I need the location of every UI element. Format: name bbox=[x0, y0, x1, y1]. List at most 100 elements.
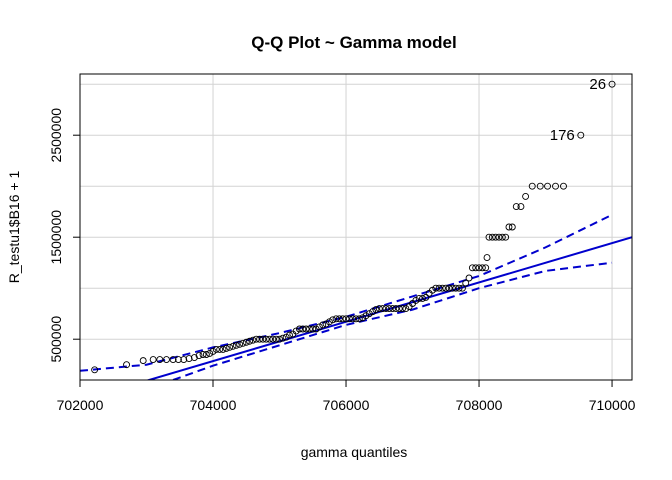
data-point bbox=[276, 335, 283, 343]
data-point bbox=[478, 264, 486, 272]
y-axis-label: R_testu1$B16 + 1 bbox=[6, 171, 22, 284]
data-point bbox=[232, 341, 240, 349]
data-point bbox=[442, 284, 450, 292]
grid-lines bbox=[79, 74, 632, 380]
data-point bbox=[185, 355, 193, 363]
data-point bbox=[236, 340, 244, 348]
data-point bbox=[455, 284, 463, 292]
data-point bbox=[190, 354, 198, 362]
data-point bbox=[432, 284, 440, 292]
data-point bbox=[345, 315, 353, 323]
data-point bbox=[372, 306, 380, 314]
data-point bbox=[282, 333, 290, 341]
envelope-upper-line bbox=[80, 213, 613, 372]
data-point bbox=[468, 264, 476, 272]
data-point bbox=[552, 182, 559, 190]
data-point bbox=[339, 315, 347, 323]
point-label: 176 bbox=[550, 127, 575, 144]
data-point bbox=[269, 335, 277, 343]
data-point bbox=[256, 335, 264, 343]
data-point bbox=[239, 339, 247, 347]
data-point bbox=[202, 351, 210, 358]
data-point bbox=[206, 350, 214, 357]
data-point bbox=[483, 254, 491, 262]
data-point bbox=[399, 305, 407, 313]
data-point bbox=[365, 310, 373, 318]
data-point bbox=[439, 284, 446, 292]
x-tick-label: 710000 bbox=[589, 397, 636, 413]
data-point bbox=[472, 264, 480, 272]
data-point bbox=[560, 182, 567, 190]
point-labels: 176 26 bbox=[550, 76, 606, 144]
data-point bbox=[375, 305, 383, 313]
data-point bbox=[385, 305, 393, 313]
data-point bbox=[169, 356, 177, 364]
data-point bbox=[219, 345, 227, 353]
data-point bbox=[422, 293, 430, 301]
data-point bbox=[379, 305, 387, 313]
data-point bbox=[325, 318, 333, 326]
data-point bbox=[488, 233, 496, 241]
data-point bbox=[435, 284, 443, 292]
data-point bbox=[180, 356, 188, 364]
data-point bbox=[266, 335, 273, 343]
data-point bbox=[332, 315, 340, 323]
data-point bbox=[512, 203, 520, 211]
data-point bbox=[174, 356, 182, 364]
data-point bbox=[482, 264, 490, 272]
data-point bbox=[229, 342, 237, 350]
data-point bbox=[536, 182, 544, 190]
data-point bbox=[505, 223, 513, 231]
envelope-lower-line bbox=[172, 261, 613, 380]
data-point bbox=[226, 343, 234, 351]
data-point bbox=[156, 356, 164, 364]
confidence-envelope bbox=[80, 213, 613, 380]
data-point bbox=[402, 305, 410, 313]
x-tick-label: 702000 bbox=[57, 397, 104, 413]
data-point bbox=[222, 344, 230, 352]
data-point bbox=[272, 335, 280, 343]
data-point bbox=[608, 80, 616, 88]
data-point bbox=[91, 366, 99, 374]
data-point bbox=[329, 316, 337, 324]
data-point bbox=[163, 356, 170, 364]
data-point bbox=[309, 325, 317, 333]
data-point bbox=[312, 325, 320, 333]
data-point bbox=[292, 327, 300, 335]
data-point bbox=[139, 357, 147, 365]
data-point bbox=[242, 338, 250, 346]
data-point bbox=[498, 233, 506, 241]
data-point bbox=[252, 335, 260, 343]
data-point bbox=[458, 284, 466, 292]
data-point bbox=[349, 315, 357, 323]
point-label: 26 bbox=[589, 76, 606, 93]
data-point bbox=[502, 233, 510, 241]
data-point bbox=[362, 312, 370, 320]
data-point bbox=[123, 361, 131, 369]
data-point bbox=[246, 337, 254, 345]
data-point bbox=[528, 182, 536, 190]
data-point bbox=[448, 284, 456, 292]
data-point bbox=[465, 274, 473, 282]
x-tick-label: 704000 bbox=[190, 397, 237, 413]
y-tick-label: 500000 bbox=[48, 316, 64, 363]
data-point bbox=[149, 356, 157, 364]
data-point bbox=[335, 315, 343, 323]
data-point bbox=[412, 296, 420, 304]
data-point bbox=[495, 233, 503, 241]
data-point bbox=[395, 305, 403, 313]
data-point bbox=[279, 334, 287, 342]
data-point bbox=[302, 325, 310, 333]
data-points bbox=[91, 80, 616, 374]
data-point bbox=[485, 233, 493, 241]
data-point bbox=[342, 315, 350, 323]
data-point bbox=[355, 315, 363, 323]
data-point bbox=[322, 320, 330, 328]
data-point bbox=[209, 347, 217, 355]
x-tick-label: 706000 bbox=[323, 397, 370, 413]
data-point bbox=[259, 335, 267, 343]
data-point bbox=[475, 264, 483, 272]
data-point bbox=[517, 203, 525, 211]
data-point bbox=[392, 305, 400, 313]
